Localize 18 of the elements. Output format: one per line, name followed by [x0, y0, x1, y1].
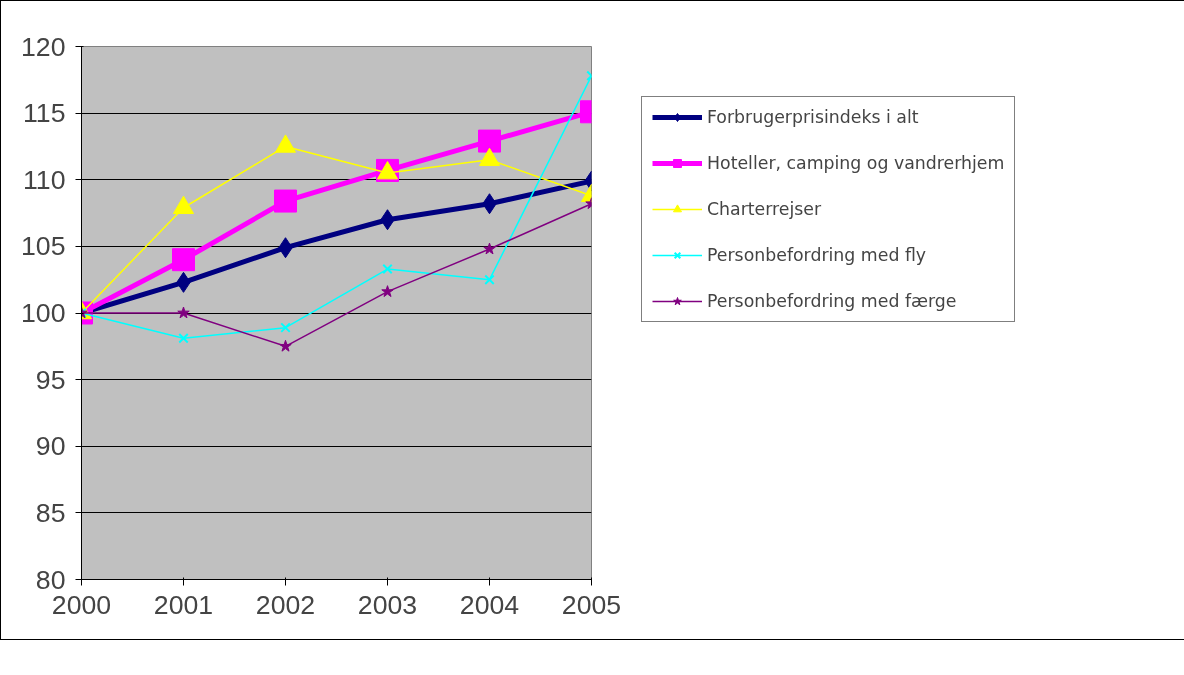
legend-label: Charterrejser [707, 199, 822, 219]
y-tick-label: 90 [35, 431, 66, 462]
x-tick-label: 2004 [459, 589, 520, 620]
x-tick-label: 2001 [153, 589, 214, 620]
y-tick-label: 100 [21, 298, 66, 328]
legend-label: Forbrugerprisindeks i alt [707, 107, 919, 127]
legend-label: Personbefordring med færge [707, 291, 957, 311]
x-tick-label: 2003 [357, 589, 418, 620]
legend-label: Personbefordring med fly [707, 245, 927, 265]
x-tick-label: 2005 [561, 589, 622, 620]
y-tick-label: 120 [21, 31, 66, 62]
y-tick-label: 85 [35, 497, 66, 528]
legend-label: Hoteller, camping og vandrerhjem [707, 153, 1005, 173]
y-tick-label: 95 [35, 364, 66, 395]
x-tick-label: 2002 [255, 589, 316, 620]
y-tick-label: 105 [21, 231, 66, 262]
y-tick-label: 110 [23, 164, 66, 195]
y-tick-label: 115 [23, 98, 66, 129]
